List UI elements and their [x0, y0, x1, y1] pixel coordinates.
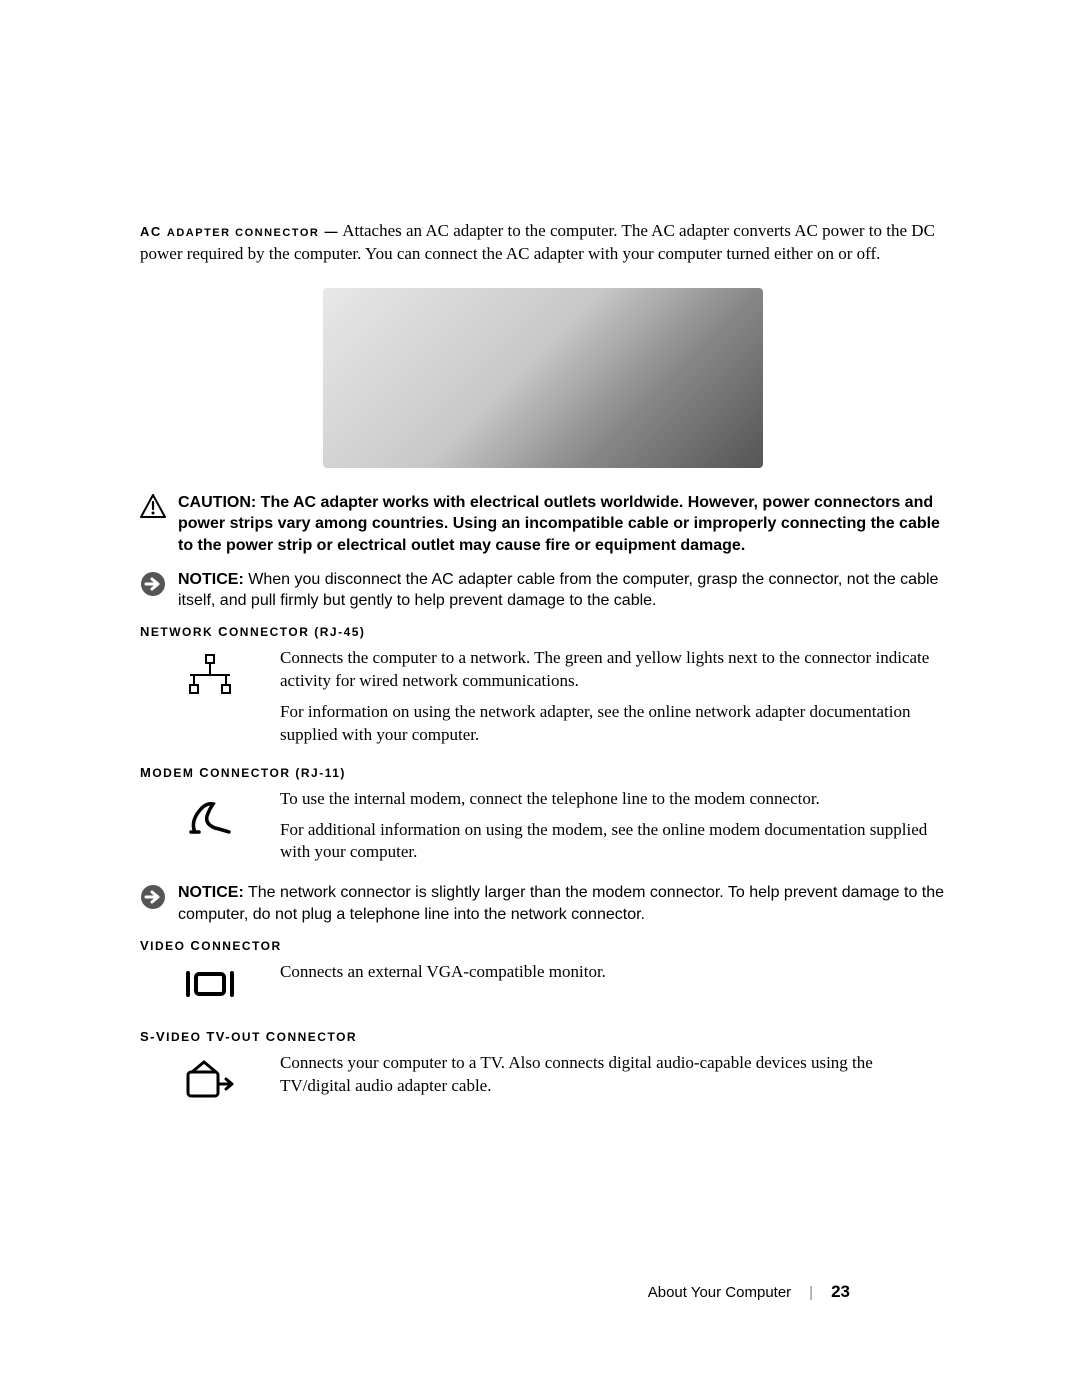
caution-text-wrap: CAUTION: The AC adapter works with elect… — [178, 492, 945, 557]
video-p1: Connects an external VGA-compatible moni… — [280, 961, 945, 984]
network-icon — [140, 647, 280, 697]
notice2-text: The network connector is slightly larger… — [178, 884, 944, 923]
video-text: Connects an external VGA-compatible moni… — [280, 961, 945, 992]
caution-text: The AC adapter works with electrical out… — [178, 494, 940, 554]
modem-p1: To use the internal modem, connect the t… — [280, 788, 945, 811]
svideo-heading: S-VIDEO TV-OUT CONNECTOR — [140, 1029, 945, 1044]
network-heading: NETWORK CONNECTOR (RJ-45) — [140, 624, 945, 639]
page-content: AC ADAPTER CONNECTOR — Attaches an AC ad… — [0, 0, 1080, 1105]
svideo-row: Connects your computer to a TV. Also con… — [140, 1052, 945, 1106]
notice2-block: NOTICE: The network connector is slightl… — [140, 882, 945, 925]
ac-heading-prefix: AC — [140, 224, 162, 239]
modem-icon — [140, 788, 280, 838]
network-text: Connects the computer to a network. The … — [280, 647, 945, 755]
caution-label: CAUTION: — [178, 494, 256, 511]
notice-arrow-icon — [140, 569, 178, 597]
ac-adapter-paragraph: AC ADAPTER CONNECTOR — Attaches an AC ad… — [140, 220, 945, 266]
notice2-label: NOTICE: — [178, 884, 244, 901]
footer-divider: | — [809, 1284, 813, 1301]
laptop-adapter-image — [323, 288, 763, 468]
caution-icon — [140, 492, 178, 518]
footer-page-number: 23 — [831, 1282, 850, 1302]
modem-text: To use the internal modem, connect the t… — [280, 788, 945, 873]
notice-arrow-icon-2 — [140, 882, 178, 910]
vga-icon — [140, 961, 280, 1001]
modem-row: To use the internal modem, connect the t… — [140, 788, 945, 873]
notice1-text-wrap: NOTICE: When you disconnect the AC adapt… — [178, 569, 945, 612]
page-footer: About Your Computer | 23 — [648, 1282, 850, 1302]
notice1-text: When you disconnect the AC adapter cable… — [178, 571, 938, 610]
svideo-p1: Connects your computer to a TV. Also con… — [280, 1052, 945, 1098]
caution-block: CAUTION: The AC adapter works with elect… — [140, 492, 945, 557]
footer-section: About Your Computer — [648, 1284, 791, 1301]
notice1-label: NOTICE: — [178, 571, 244, 588]
modem-heading: MODEM CONNECTOR (RJ-11) — [140, 765, 945, 780]
video-row: Connects an external VGA-compatible moni… — [140, 961, 945, 1001]
modem-p2: For additional information on using the … — [280, 819, 945, 865]
video-heading: VIDEO CONNECTOR — [140, 938, 945, 953]
network-row: Connects the computer to a network. The … — [140, 647, 945, 755]
network-p2: For information on using the network ada… — [280, 701, 945, 747]
network-p1: Connects the computer to a network. The … — [280, 647, 945, 693]
tv-out-icon — [140, 1052, 280, 1102]
notice1-block: NOTICE: When you disconnect the AC adapt… — [140, 569, 945, 612]
svideo-text: Connects your computer to a TV. Also con… — [280, 1052, 945, 1106]
notice2-text-wrap: NOTICE: The network connector is slightl… — [178, 882, 945, 925]
ac-heading-rest: ADAPTER CONNECTOR — [167, 227, 319, 239]
